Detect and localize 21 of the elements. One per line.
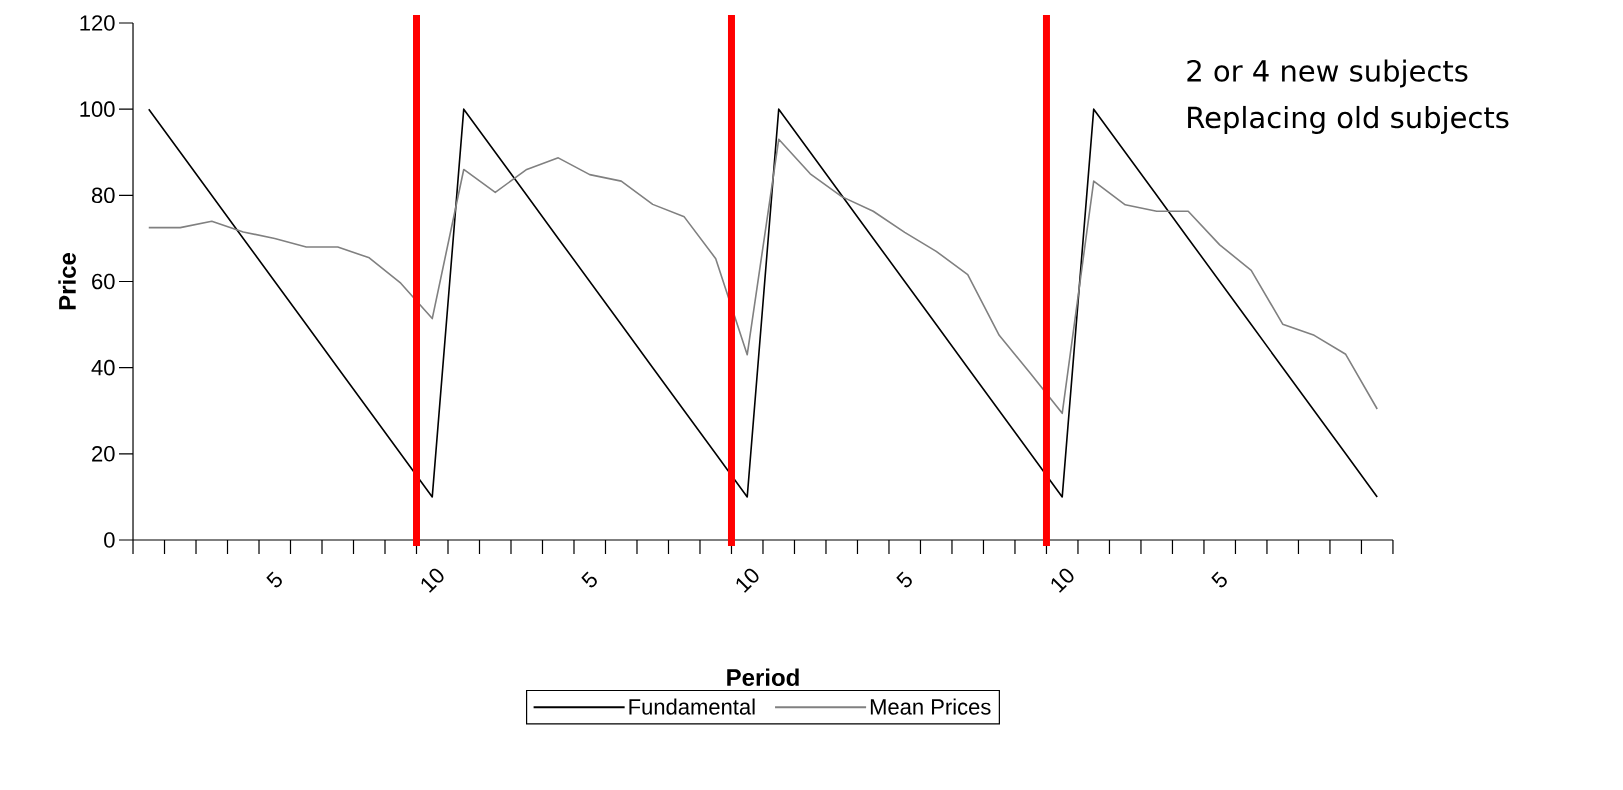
x-tick-label: 5 bbox=[266, 571, 282, 588]
y-axis-title: Price bbox=[58, 252, 76, 310]
y-tick-label: 40 bbox=[91, 359, 115, 376]
y-tick-label: 80 bbox=[91, 187, 115, 204]
y-tick-label: 100 bbox=[80, 101, 115, 117]
x-tick-label: 5 bbox=[896, 571, 912, 588]
legend-label: Mean Prices bbox=[870, 698, 991, 715]
x-tick-label: 10 bbox=[1051, 568, 1074, 593]
y-tick-label: 120 bbox=[80, 15, 115, 31]
legend-label: Fundamental bbox=[629, 698, 755, 715]
y-tick-label: 0 bbox=[104, 532, 115, 548]
y-tick-label: 20 bbox=[92, 446, 115, 462]
x-tick-label: 5 bbox=[1211, 571, 1227, 588]
x-axis-title: Period bbox=[727, 668, 799, 687]
x-tick-label: 5 bbox=[581, 571, 597, 588]
y-tick-label: 60 bbox=[92, 273, 115, 290]
annotation: 2 or 4 new subjects bbox=[1187, 59, 1468, 88]
x-tick-label: 10 bbox=[421, 568, 444, 593]
x-tick-label: 10 bbox=[736, 568, 759, 593]
annotation: Replacing old subjects bbox=[1188, 105, 1509, 134]
line-series bbox=[147, 138, 1378, 415]
